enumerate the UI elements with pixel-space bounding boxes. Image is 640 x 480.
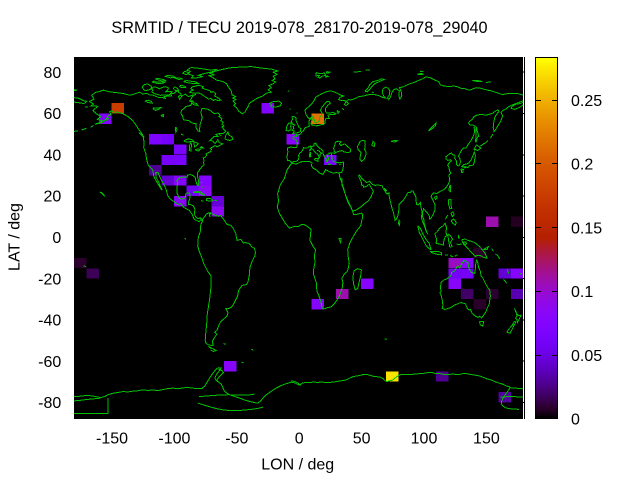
svg-text:100: 100 bbox=[411, 431, 438, 448]
svg-text:-100: -100 bbox=[158, 431, 190, 448]
svg-text:-150: -150 bbox=[96, 431, 128, 448]
svg-text:0: 0 bbox=[571, 412, 580, 429]
svg-text:150: 150 bbox=[473, 431, 500, 448]
svg-text:0.05: 0.05 bbox=[571, 348, 602, 365]
svg-text:60: 60 bbox=[44, 106, 62, 123]
svg-text:-40: -40 bbox=[38, 313, 61, 330]
svg-text:-60: -60 bbox=[38, 354, 61, 371]
svg-text:LON / deg: LON / deg bbox=[261, 457, 334, 474]
svg-text:-80: -80 bbox=[38, 395, 61, 412]
svg-text:-50: -50 bbox=[225, 431, 248, 448]
svg-text:0.2: 0.2 bbox=[571, 157, 593, 174]
svg-text:0: 0 bbox=[52, 230, 61, 247]
svg-text:0.15: 0.15 bbox=[571, 220, 602, 237]
svg-text:80: 80 bbox=[44, 65, 62, 82]
svg-text:40: 40 bbox=[44, 148, 62, 165]
svg-text:-20: -20 bbox=[38, 271, 61, 288]
svg-text:0.1: 0.1 bbox=[571, 284, 593, 301]
svg-text:SRMTID / TECU 2019-078_28170-2: SRMTID / TECU 2019-078_28170-2019-078_29… bbox=[111, 19, 487, 37]
svg-text:LAT / deg: LAT / deg bbox=[6, 203, 23, 271]
svg-text:0: 0 bbox=[295, 431, 304, 448]
svg-text:50: 50 bbox=[353, 431, 371, 448]
svg-text:20: 20 bbox=[44, 189, 62, 206]
svg-text:0.25: 0.25 bbox=[571, 93, 602, 110]
